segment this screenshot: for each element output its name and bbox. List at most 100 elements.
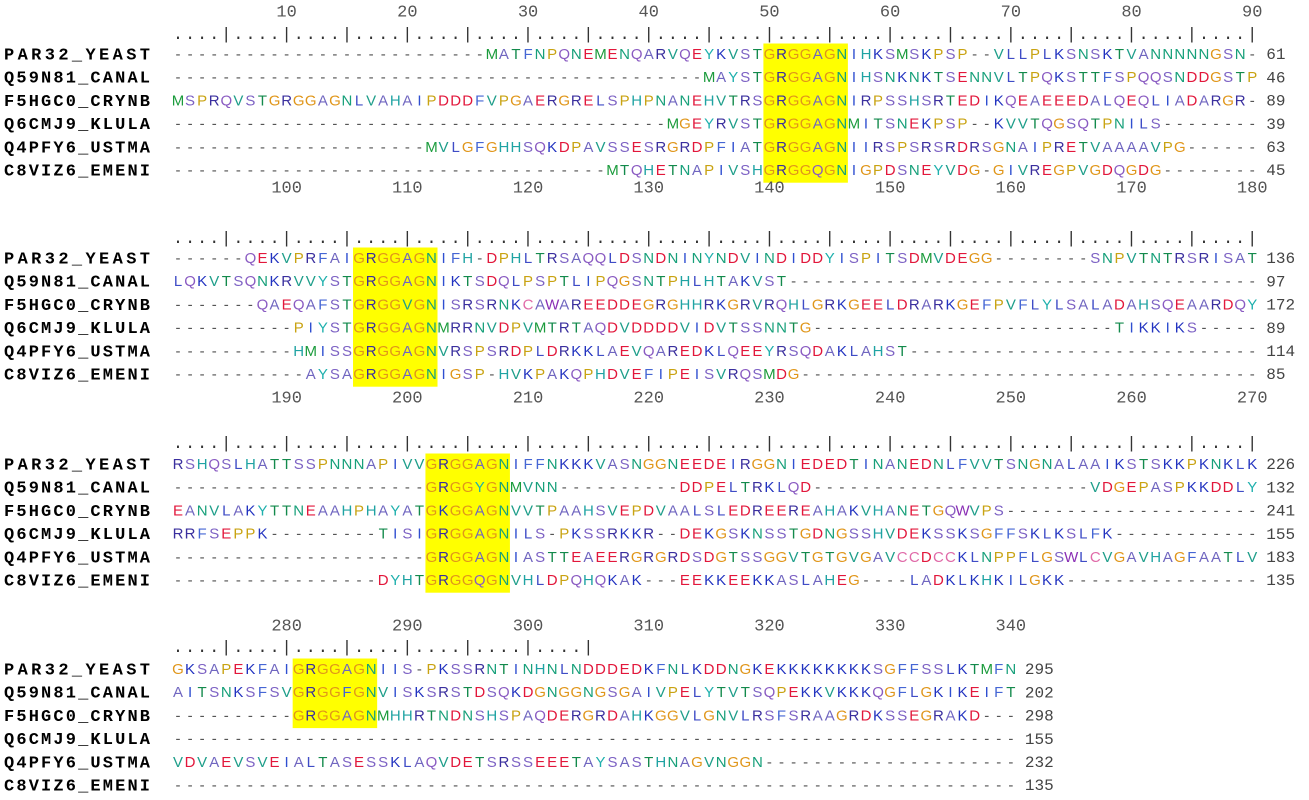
residue: V	[366, 92, 376, 109]
residue: Y	[475, 479, 485, 496]
residue: T	[717, 273, 726, 290]
residue: R	[969, 139, 980, 156]
sequence-name: F5HGC0_CRYNB	[4, 93, 150, 112]
residue: .	[1018, 230, 1028, 249]
residue: .	[354, 435, 364, 454]
residue: -	[320, 731, 325, 748]
residue: P	[523, 273, 533, 290]
residue: -	[188, 707, 193, 724]
residue: P	[620, 92, 630, 109]
residue: S	[752, 684, 762, 701]
residue: .	[451, 26, 461, 45]
residue: -	[1165, 526, 1170, 543]
residue: .	[547, 435, 557, 454]
residue: S	[692, 549, 702, 566]
residue: .	[294, 230, 304, 249]
residue: C	[909, 549, 920, 566]
residue: .	[1018, 435, 1028, 454]
residue: -	[308, 116, 313, 133]
residue: -	[803, 754, 808, 771]
residue: V	[825, 684, 835, 701]
residue: G	[462, 549, 474, 566]
residue: H	[293, 343, 304, 360]
residue: V	[728, 707, 738, 724]
residue: A	[366, 456, 376, 473]
residue: S	[499, 707, 509, 724]
residue: T	[729, 549, 738, 566]
residue: -	[1189, 273, 1194, 290]
residue: -	[1032, 320, 1037, 337]
residue: G	[1114, 479, 1126, 496]
residue: -	[815, 320, 820, 337]
residue: -	[695, 731, 700, 748]
residue: .	[1151, 26, 1161, 45]
residue: -	[344, 777, 349, 794]
residue: .	[994, 26, 1004, 45]
residue: I	[1009, 162, 1013, 179]
residue: -	[634, 731, 639, 748]
residue: S	[245, 754, 255, 771]
residue: -	[369, 46, 374, 63]
ruler: .... |.... |.... |.... |.... |.... |.... |.... |…	[173, 435, 1257, 454]
residue: -	[972, 777, 977, 794]
residue: .	[209, 230, 219, 249]
residue: K	[837, 684, 847, 701]
residue: N	[426, 273, 437, 290]
residue: .	[728, 230, 738, 249]
residue: R	[498, 754, 509, 771]
residue: .	[632, 435, 642, 454]
residue: -	[1057, 273, 1062, 290]
residue: L	[729, 479, 737, 496]
residue: H	[655, 754, 666, 771]
residue: .	[318, 26, 328, 45]
residue: D	[740, 502, 751, 519]
residue: -	[888, 731, 893, 748]
residue: K	[1114, 456, 1124, 473]
residue: H	[631, 92, 642, 109]
residue-count: 172	[1266, 297, 1295, 315]
residue: .	[233, 26, 243, 45]
residue: -	[224, 116, 229, 133]
residue: -	[1214, 116, 1219, 133]
residue: .	[668, 26, 678, 45]
residue: G	[764, 116, 776, 133]
residue: -	[453, 46, 458, 63]
residue: V	[511, 572, 521, 589]
residue: D	[1186, 69, 1197, 86]
residue: A	[378, 92, 388, 109]
residue: E	[354, 754, 364, 771]
residue: -	[260, 366, 265, 383]
residue: -	[272, 139, 277, 156]
residue: S	[1090, 46, 1100, 63]
residue: P	[571, 139, 581, 156]
residue: -	[996, 343, 1001, 360]
residue: -	[526, 116, 531, 133]
residue: -	[260, 707, 265, 724]
residue: .	[269, 230, 279, 249]
residue: A	[342, 707, 352, 724]
residue: -	[212, 139, 217, 156]
residue: -	[224, 777, 229, 794]
residue: F	[536, 456, 545, 473]
residue: -	[610, 116, 615, 133]
residue: G	[921, 707, 933, 724]
residue: -	[550, 526, 555, 543]
residue: V	[752, 273, 762, 290]
residue: N	[498, 479, 509, 496]
residue: T	[499, 661, 508, 678]
residue: I	[852, 162, 856, 179]
residue: V	[945, 162, 955, 179]
residue: L	[946, 456, 954, 473]
residue: N	[764, 250, 775, 267]
residue: -	[1250, 572, 1255, 589]
residue: G	[353, 273, 365, 290]
residue: -	[622, 777, 627, 794]
residue: -	[1201, 572, 1206, 589]
residue: -	[1153, 502, 1158, 519]
residue: Q	[679, 46, 691, 63]
residue: -	[1189, 343, 1194, 360]
residue: G	[462, 139, 474, 156]
residue: D	[655, 320, 666, 337]
residue: .	[933, 230, 943, 249]
residue: G	[269, 92, 281, 109]
